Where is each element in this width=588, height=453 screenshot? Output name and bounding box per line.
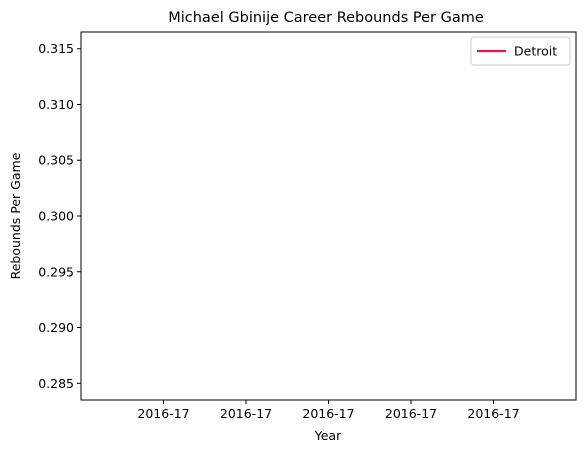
x-tick-label: 2016-17	[385, 406, 437, 421]
legend-label-detroit: Detroit	[514, 44, 557, 59]
y-tick-label: 0.290	[38, 320, 74, 335]
y-tick-label: 0.285	[38, 376, 74, 391]
plot-area	[80, 31, 577, 401]
legend: Detroit	[470, 36, 571, 66]
legend-box	[470, 36, 571, 66]
x-tick-label: 2016-17	[137, 406, 189, 421]
chart-title: Michael Gbinije Career Rebounds Per Game	[168, 10, 484, 26]
x-axis: 2016-17 2016-17 2016-17 2016-17 2016-17	[137, 400, 520, 421]
x-tick-label: 2016-17	[467, 406, 519, 421]
y-tick-label: 0.310	[38, 97, 74, 112]
y-tick-label: 0.305	[38, 153, 74, 168]
x-tick-label: 2016-17	[220, 406, 272, 421]
y-tick-label: 0.300	[38, 209, 74, 224]
x-axis-label: Year	[314, 428, 342, 443]
y-axis-label: Rebounds Per Game	[8, 152, 23, 279]
y-tick-label: 0.295	[38, 264, 74, 279]
y-axis: 0.285 0.290 0.295 0.300 0.305 0.310 0.315	[38, 41, 81, 391]
y-tick-label: 0.315	[38, 41, 74, 56]
x-tick-label: 2016-17	[302, 406, 354, 421]
